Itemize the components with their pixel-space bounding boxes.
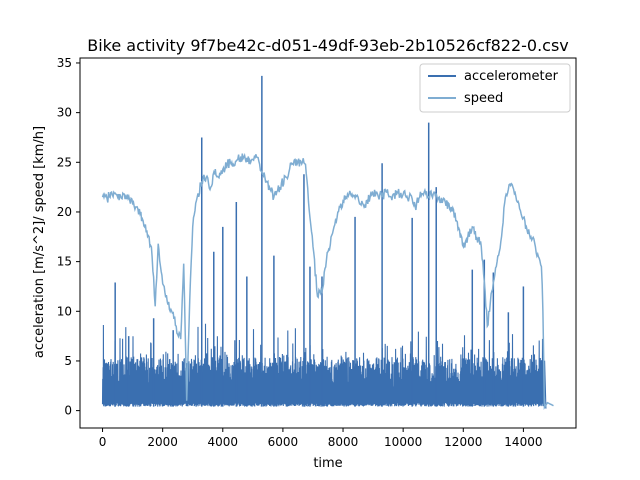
legend-box: [419, 63, 571, 113]
x-tick-label: 12000: [444, 435, 482, 449]
y-tick-label: 20: [57, 205, 72, 219]
y-tick-label: 35: [57, 56, 72, 70]
y-tick-label: 25: [57, 155, 72, 169]
legend-label: accelerometer: [464, 69, 559, 84]
axes: 0 2000 4000 6000 8000 10000 12000 14000 0 5 10 15 20…: [57, 56, 577, 449]
legend-label: speed: [464, 91, 503, 106]
speed-line: [101, 152, 554, 411]
x-tick-label: 4000: [208, 435, 239, 449]
x-tick-label: 14000: [504, 435, 542, 449]
axes-frame: [79, 57, 577, 429]
y-tick-label: 5: [64, 354, 72, 368]
x-tick-label: 0: [99, 435, 107, 449]
y-tick-label: 15: [57, 255, 72, 269]
x-axis-label: time: [313, 456, 342, 471]
x-tick-label: 8000: [328, 435, 359, 449]
y-tick-label: 30: [57, 106, 72, 120]
x-tick-label: 2000: [147, 435, 178, 449]
x-tick-label: 10000: [384, 435, 422, 449]
legend: accelerometer speed: [419, 63, 571, 113]
chart-title: Bike activity 9f7be42c-d051-49df-93eb-2b…: [87, 36, 569, 55]
x-tick-label: 6000: [268, 435, 299, 449]
y-tick-label: 0: [64, 404, 72, 418]
plot-area: [101, 75, 554, 411]
y-axis-label: acceleration [m/s^2]/ speed [km/h]: [32, 126, 47, 358]
accelerometer-line: [101, 323, 547, 409]
y-tick-label: 10: [57, 304, 72, 318]
